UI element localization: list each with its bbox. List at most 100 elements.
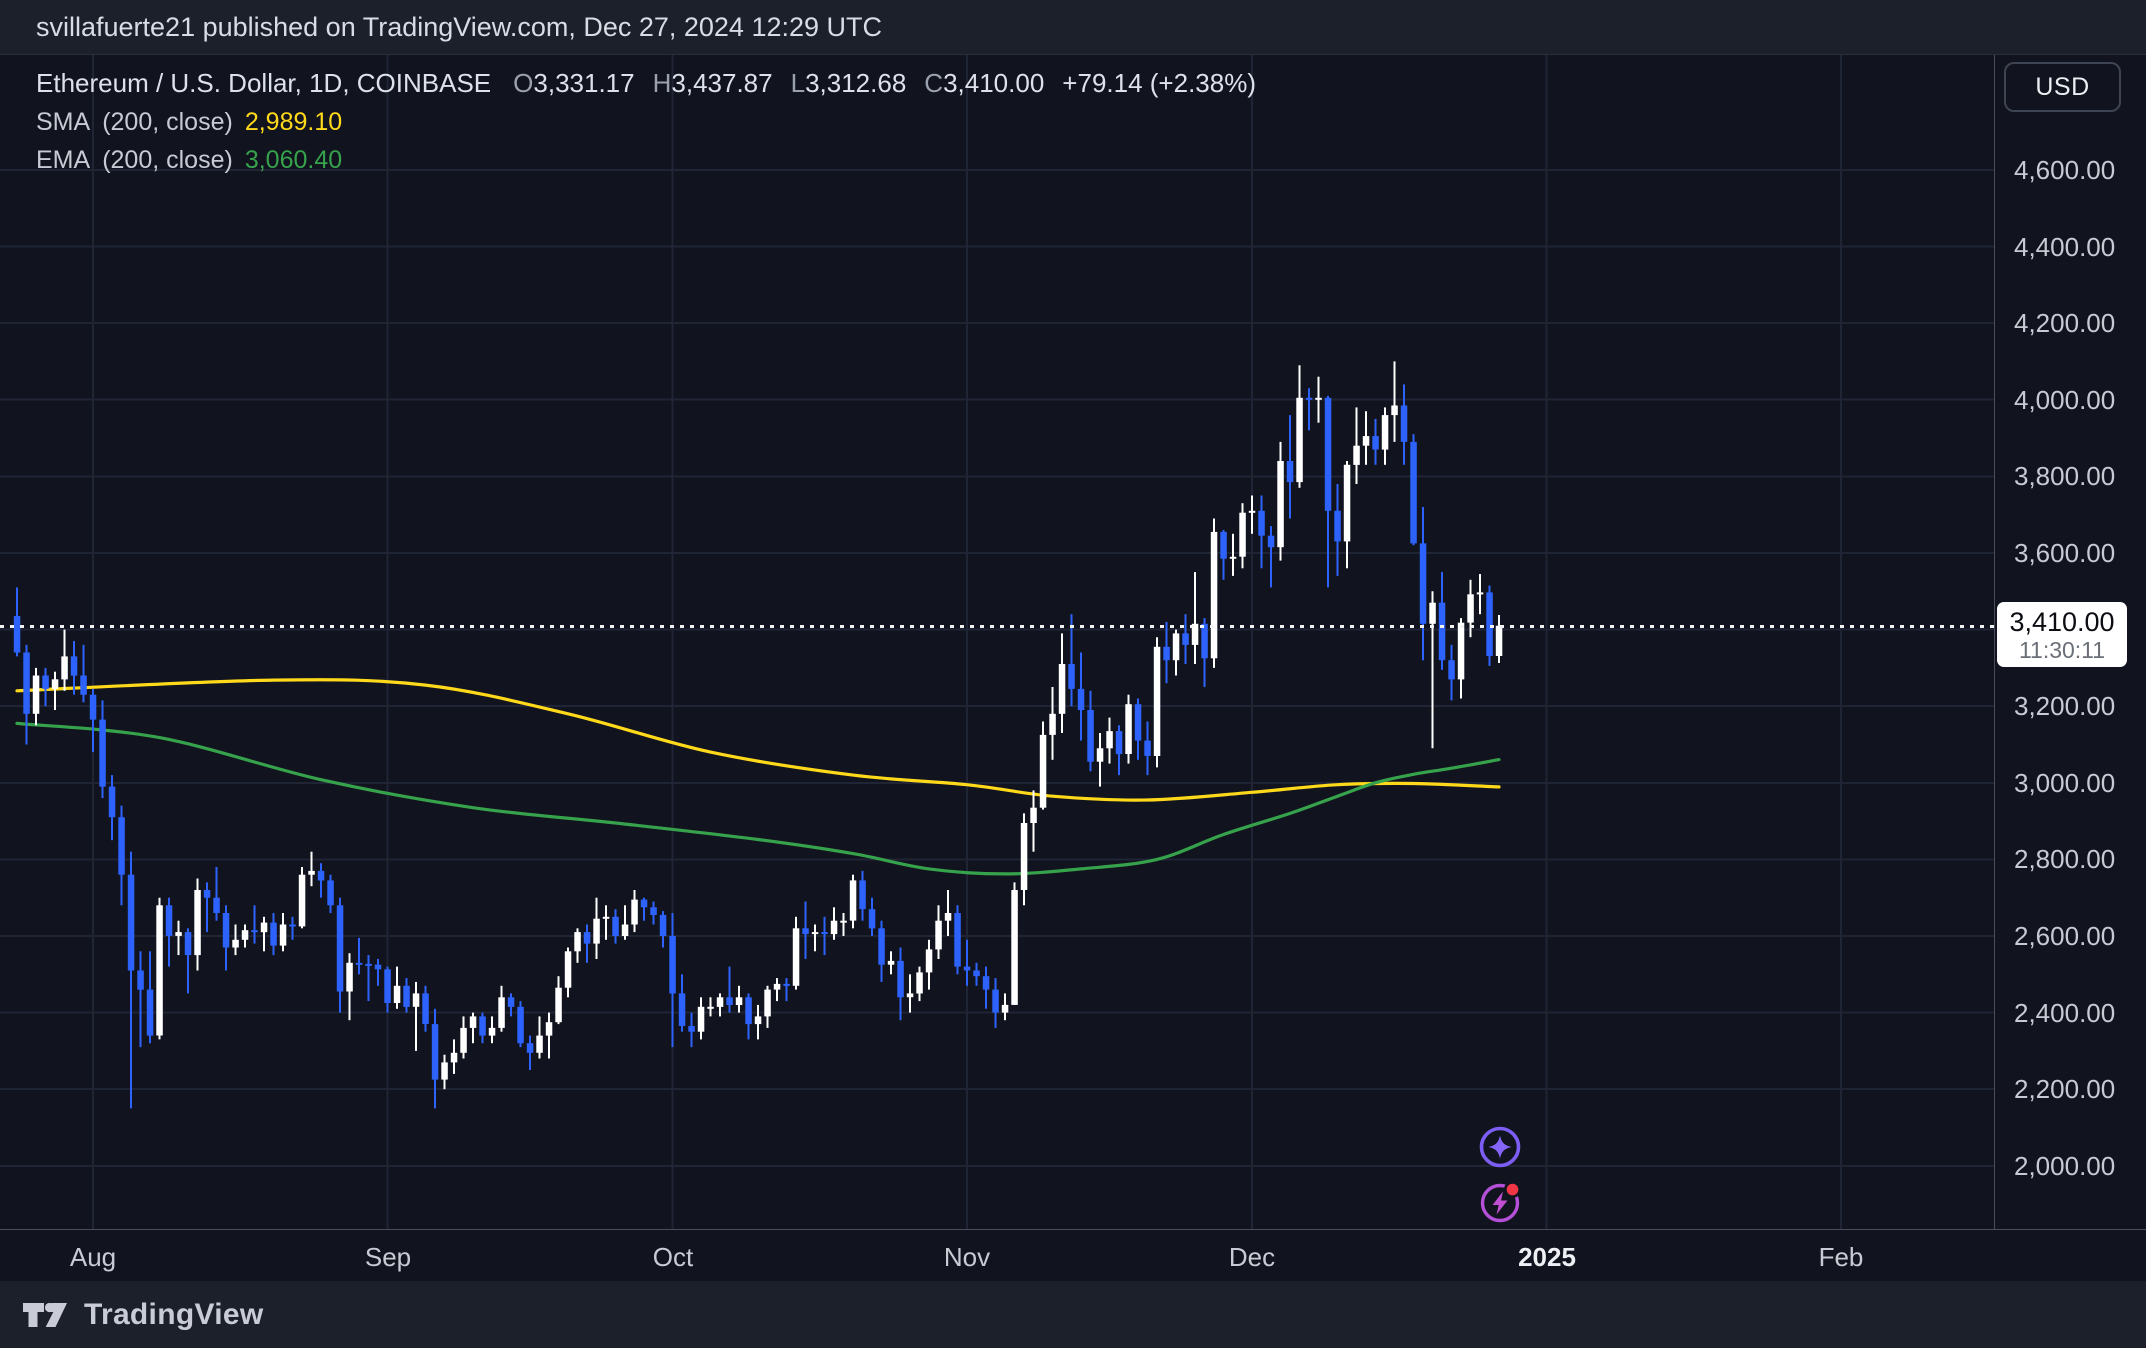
candle xyxy=(1096,733,1104,787)
candle xyxy=(973,962,980,986)
candle xyxy=(1343,461,1351,569)
candle xyxy=(1438,572,1446,670)
candle xyxy=(1448,644,1455,701)
ema-line xyxy=(15,721,1501,876)
candle xyxy=(1134,698,1142,760)
candle xyxy=(678,974,686,1032)
candle xyxy=(1457,618,1465,699)
candle xyxy=(32,667,40,726)
candle xyxy=(1334,484,1341,576)
candle xyxy=(1362,411,1370,465)
price-axis[interactable]: USD 4,600.00 4,400.00 4,200.00 4,000.00 3,80… xyxy=(1994,55,2146,1281)
candle xyxy=(536,1016,543,1059)
candle xyxy=(70,641,78,695)
price-tick-label: 4,000.00 xyxy=(2014,385,2116,415)
grid-lines xyxy=(0,55,1994,1229)
candle xyxy=(127,851,135,1109)
symbol-row[interactable]: Ethereum / U.S. Dollar, 1D, COINBASE O3,… xyxy=(36,68,1256,99)
candle xyxy=(108,775,116,841)
candle xyxy=(308,851,315,887)
candle xyxy=(498,985,505,1032)
candle xyxy=(773,978,781,1002)
chart-fab-buttons xyxy=(1477,1124,1523,1225)
candle xyxy=(1324,395,1332,588)
currency-toggle-button[interactable]: USD xyxy=(2004,62,2121,112)
candle xyxy=(954,905,961,975)
candle xyxy=(574,928,581,963)
lightning-icon[interactable] xyxy=(1477,1179,1523,1225)
price-tick-label: 3,200.00 xyxy=(2014,691,2116,721)
symbol-title[interactable]: Ethereum / U.S. Dollar, 1D, COINBASE xyxy=(36,68,492,98)
time-tick-month: Oct xyxy=(652,1242,694,1272)
candle xyxy=(431,1008,439,1109)
time-tick-year: 2025 xyxy=(1518,1242,1576,1272)
candle xyxy=(602,905,610,940)
price-tick-label: 4,600.00 xyxy=(2014,155,2116,185)
price-tick-label: 3,600.00 xyxy=(2014,538,2116,568)
time-tick-month: Sep xyxy=(364,1242,412,1272)
candle xyxy=(982,966,990,1009)
candle xyxy=(640,897,648,921)
candle xyxy=(745,993,752,1040)
time-tick-month: Feb xyxy=(1818,1242,1864,1272)
candle xyxy=(260,916,268,952)
candle xyxy=(878,920,885,982)
candle xyxy=(1391,361,1398,442)
candle xyxy=(61,629,68,691)
current-price-value: 3,410.00 xyxy=(2009,607,2115,637)
sma-params: (200, close) xyxy=(102,108,233,136)
candle xyxy=(621,905,629,940)
candle xyxy=(583,924,591,963)
candle xyxy=(1267,526,1275,588)
candle xyxy=(1476,574,1484,615)
candle xyxy=(1068,614,1075,707)
candle xyxy=(270,913,277,956)
candle xyxy=(1125,694,1132,764)
time-axis[interactable]: Aug Sep Oct Nov Dec 2025 Feb xyxy=(0,1229,2146,1281)
candle xyxy=(726,966,733,1013)
candle xyxy=(298,867,306,929)
candle xyxy=(830,907,838,940)
candle xyxy=(355,937,363,975)
candle xyxy=(783,978,790,1002)
open-value: O3,331.17 xyxy=(513,68,635,98)
candle xyxy=(1315,376,1322,423)
candle xyxy=(1077,652,1085,741)
candle xyxy=(441,1054,448,1090)
candle xyxy=(1058,633,1066,733)
tradingview-logo-text[interactable]: TradingView xyxy=(84,1297,264,1331)
candle xyxy=(1039,721,1047,810)
candle xyxy=(1429,591,1436,749)
candlestick-chart[interactable] xyxy=(0,55,1994,1229)
sparkle-ai-icon[interactable] xyxy=(1477,1124,1523,1170)
candle xyxy=(1087,690,1094,772)
time-tick-month: Dec xyxy=(1228,1242,1276,1272)
candle xyxy=(555,976,562,1025)
candle xyxy=(1163,621,1170,684)
candle xyxy=(1144,721,1151,776)
candle xyxy=(1305,388,1313,431)
candle xyxy=(1153,637,1161,768)
sma-indicator-row[interactable]: SMA (200, close) 2,989.10 xyxy=(36,108,1256,137)
candle xyxy=(156,897,163,1040)
candle xyxy=(1353,407,1360,484)
candle xyxy=(346,953,353,1021)
candle xyxy=(213,867,220,921)
candle xyxy=(1258,495,1265,569)
candle xyxy=(203,882,211,933)
ema-indicator-row[interactable]: EMA (200, close) 3,060.40 xyxy=(36,146,1256,175)
candle xyxy=(517,1001,524,1048)
candle xyxy=(1467,579,1474,638)
close-value: C3,410.00 xyxy=(924,68,1045,98)
candle xyxy=(764,985,771,1028)
bar-countdown: 11:30:11 xyxy=(2018,637,2106,663)
candle xyxy=(137,951,144,1048)
candle xyxy=(612,909,619,944)
current-price-line xyxy=(0,625,1994,628)
attribution-text: svillafuerte21 published on TradingView.… xyxy=(36,11,883,42)
tradingview-logo-icon[interactable] xyxy=(22,1300,68,1330)
candle xyxy=(1201,618,1208,687)
candle xyxy=(792,916,800,990)
candle xyxy=(479,1012,486,1044)
